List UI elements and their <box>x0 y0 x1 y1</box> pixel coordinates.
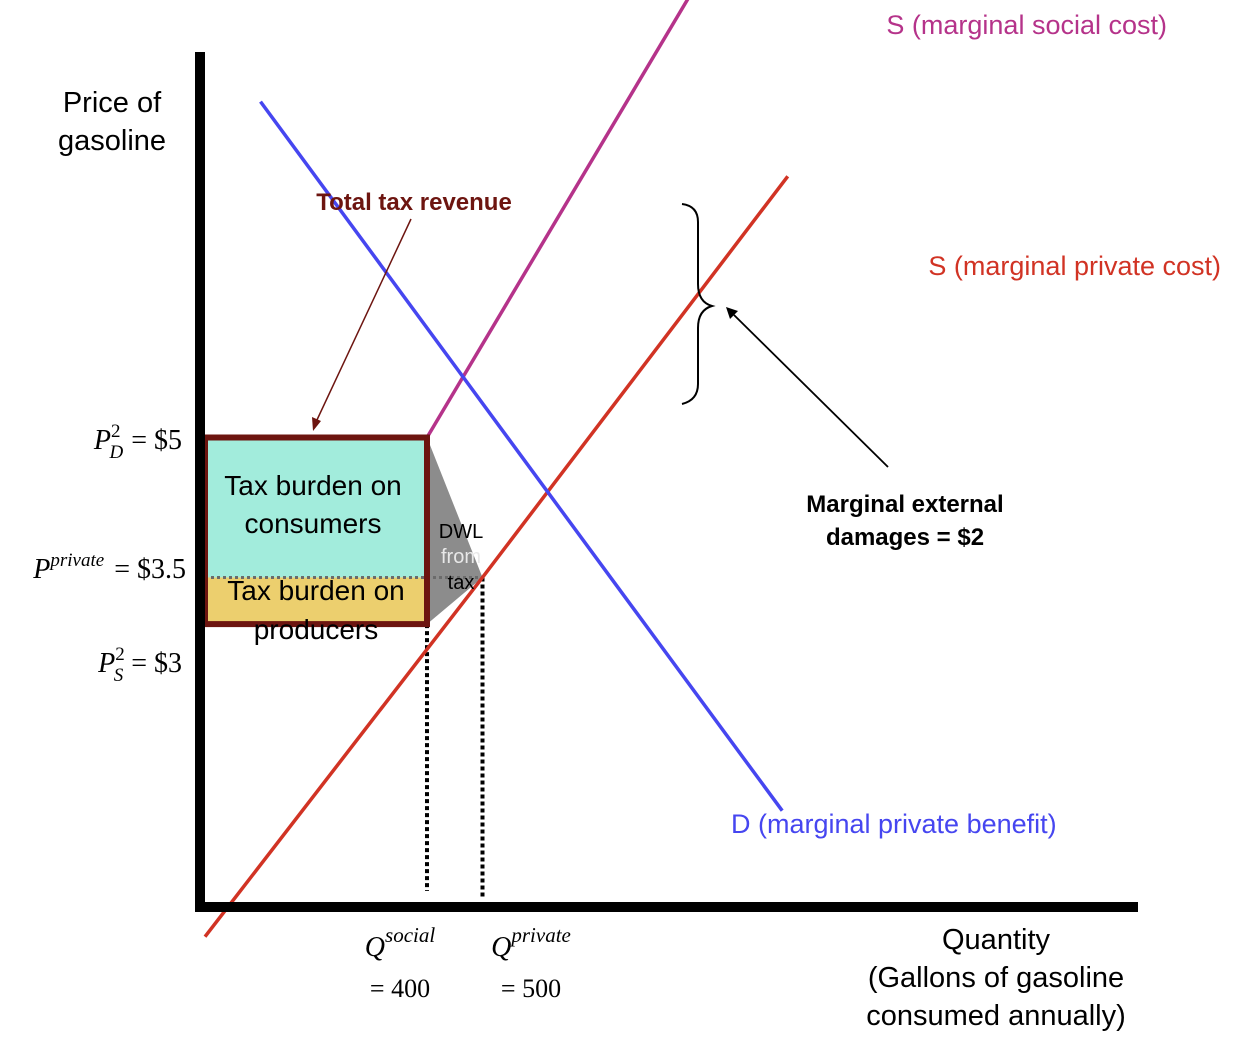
external-damage-brace <box>681 203 716 405</box>
axes <box>195 52 1138 912</box>
private-cost-curve-label: S (marginal private cost) <box>928 251 1221 281</box>
curve-labels: S (marginal social cost) S (marginal pri… <box>731 10 1221 839</box>
price-tick-label-consumer: P2 D = $5 <box>93 421 182 463</box>
demand-curve <box>259 100 784 812</box>
total-tax-revenue-label: Total tax revenue <box>316 189 512 216</box>
consumer-burden-label-line-1: Tax burden on <box>224 470 401 501</box>
producer-burden-label-line-2: producers <box>254 614 379 645</box>
price-tick-label-private: Pprivate = $3.5 <box>32 550 186 585</box>
producer-burden-label-line-1: Tax burden on <box>227 575 404 606</box>
quantity-tick-label-social: Qsocial <box>365 923 436 963</box>
tax-revenue-arrow <box>315 218 412 423</box>
producer-burden-region <box>205 577 427 625</box>
x-axis-title: Quantity (Gallons of gasoline consumed a… <box>866 924 1126 1032</box>
quantity-value-social: = 400 <box>370 974 430 1003</box>
price-tick-labels: P2 D = $5 Pprivate = $3.5 P2 S = $3 <box>32 421 186 686</box>
external-damage-label-line-1: Marginal external <box>806 491 1003 518</box>
x-axis-title-line-1: Quantity <box>942 924 1050 956</box>
y-axis-title-line-2: gasoline <box>58 125 166 157</box>
x-axis-title-line-3: consumed annually) <box>866 1000 1126 1032</box>
external-damage-arrowhead <box>726 307 738 319</box>
quantity-tick-label-private: Qprivate <box>491 923 571 963</box>
y-axis-title: Price of gasoline <box>58 87 166 157</box>
y-axis-title-line-1: Price of <box>63 87 162 119</box>
tax-revenue-annotation: Total tax revenue <box>312 189 512 431</box>
dwl-label-line-3: tax <box>448 572 475 594</box>
shaded-regions <box>205 437 483 625</box>
quantity-value-private: = 500 <box>501 974 561 1003</box>
external-damage-label-line-2: damages = $2 <box>826 524 984 551</box>
curves <box>203 0 790 938</box>
tax-revenue-arrowhead <box>312 417 321 431</box>
price-tick-label-supplier: P2 S = $3 <box>97 644 182 686</box>
dwl-label-line-2: from <box>441 546 481 568</box>
quantity-tick-labels: Qsocial = 400 Qprivate = 500 <box>365 923 571 1003</box>
social-cost-curve-label: S (marginal social cost) <box>886 10 1167 40</box>
external-damage-annotation: Marginal external damages = $2 <box>681 203 1004 551</box>
external-damage-arrow <box>733 314 889 468</box>
consumer-burden-label-line-2: consumers <box>245 508 382 539</box>
demand-curve-label: D (marginal private benefit) <box>731 809 1057 839</box>
x-axis-title-line-2: (Gallons of gasoline <box>868 962 1124 994</box>
dwl-label-line-1: DWL <box>439 521 483 543</box>
social-cost-curve <box>425 0 690 439</box>
private-cost-curve <box>203 175 790 938</box>
consumer-burden-region <box>205 437 427 578</box>
region-labels: Tax burden on consumers Tax burden on pr… <box>224 470 483 645</box>
